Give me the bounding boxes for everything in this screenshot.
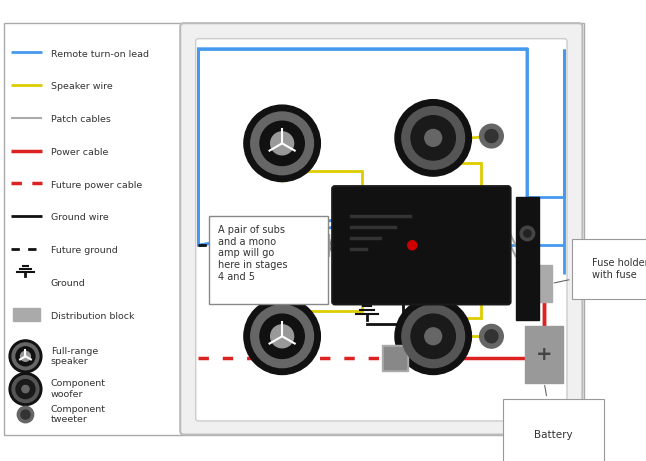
Text: Battery: Battery: [534, 385, 572, 440]
FancyBboxPatch shape: [209, 216, 328, 303]
Text: Future ground: Future ground: [51, 246, 118, 255]
Bar: [306, 236, 328, 254]
Text: Speaker wire: Speaker wire: [51, 83, 112, 91]
Text: Remote turn-on lead: Remote turn-on lead: [51, 50, 149, 59]
Circle shape: [271, 325, 293, 348]
Text: Component
woofer: Component woofer: [51, 379, 106, 399]
Circle shape: [485, 130, 498, 142]
Text: Fuse holder
with fuse: Fuse holder with fuse: [554, 258, 646, 283]
Circle shape: [411, 116, 455, 160]
Bar: [304, 234, 329, 256]
Bar: [384, 347, 406, 369]
Circle shape: [22, 385, 29, 393]
Bar: [525, 326, 563, 383]
Bar: [382, 345, 408, 371]
Circle shape: [260, 121, 304, 165]
Circle shape: [425, 130, 442, 146]
Circle shape: [395, 100, 472, 176]
Circle shape: [479, 325, 503, 348]
Circle shape: [402, 106, 464, 169]
Circle shape: [244, 298, 320, 374]
Text: Future power cable: Future power cable: [51, 181, 142, 190]
Circle shape: [17, 406, 34, 423]
Circle shape: [21, 351, 30, 361]
Text: Distribution block: Distribution block: [51, 312, 134, 321]
Circle shape: [479, 124, 503, 148]
Text: Ground: Ground: [51, 279, 86, 288]
Circle shape: [271, 132, 293, 155]
Circle shape: [16, 379, 35, 399]
Circle shape: [16, 347, 35, 366]
Bar: [13, 308, 40, 321]
Circle shape: [425, 328, 442, 345]
Bar: [537, 265, 552, 301]
Circle shape: [260, 314, 304, 359]
Text: Full-range
speaker: Full-range speaker: [51, 347, 98, 366]
Text: +: +: [536, 345, 552, 364]
Circle shape: [485, 330, 498, 343]
Text: Power cable: Power cable: [51, 148, 109, 157]
FancyBboxPatch shape: [332, 186, 510, 304]
Circle shape: [251, 305, 313, 367]
Circle shape: [411, 314, 455, 359]
Circle shape: [244, 105, 320, 182]
Text: Patch cables: Patch cables: [51, 115, 111, 124]
Circle shape: [395, 298, 472, 374]
Circle shape: [12, 376, 39, 402]
Circle shape: [251, 112, 313, 175]
Circle shape: [9, 372, 42, 406]
Text: A pair of subs
and a mono
amp will go
here in stages
4 and 5: A pair of subs and a mono amp will go he…: [218, 225, 288, 282]
FancyBboxPatch shape: [180, 23, 583, 435]
FancyBboxPatch shape: [196, 39, 567, 421]
Circle shape: [9, 340, 42, 372]
Circle shape: [408, 241, 417, 250]
Circle shape: [520, 226, 535, 241]
Text: Ground wire: Ground wire: [51, 213, 109, 223]
Circle shape: [21, 410, 30, 419]
Text: Component
tweeter: Component tweeter: [51, 405, 106, 424]
Circle shape: [524, 230, 531, 237]
Circle shape: [12, 343, 39, 370]
Circle shape: [402, 305, 464, 367]
Bar: [516, 197, 539, 320]
